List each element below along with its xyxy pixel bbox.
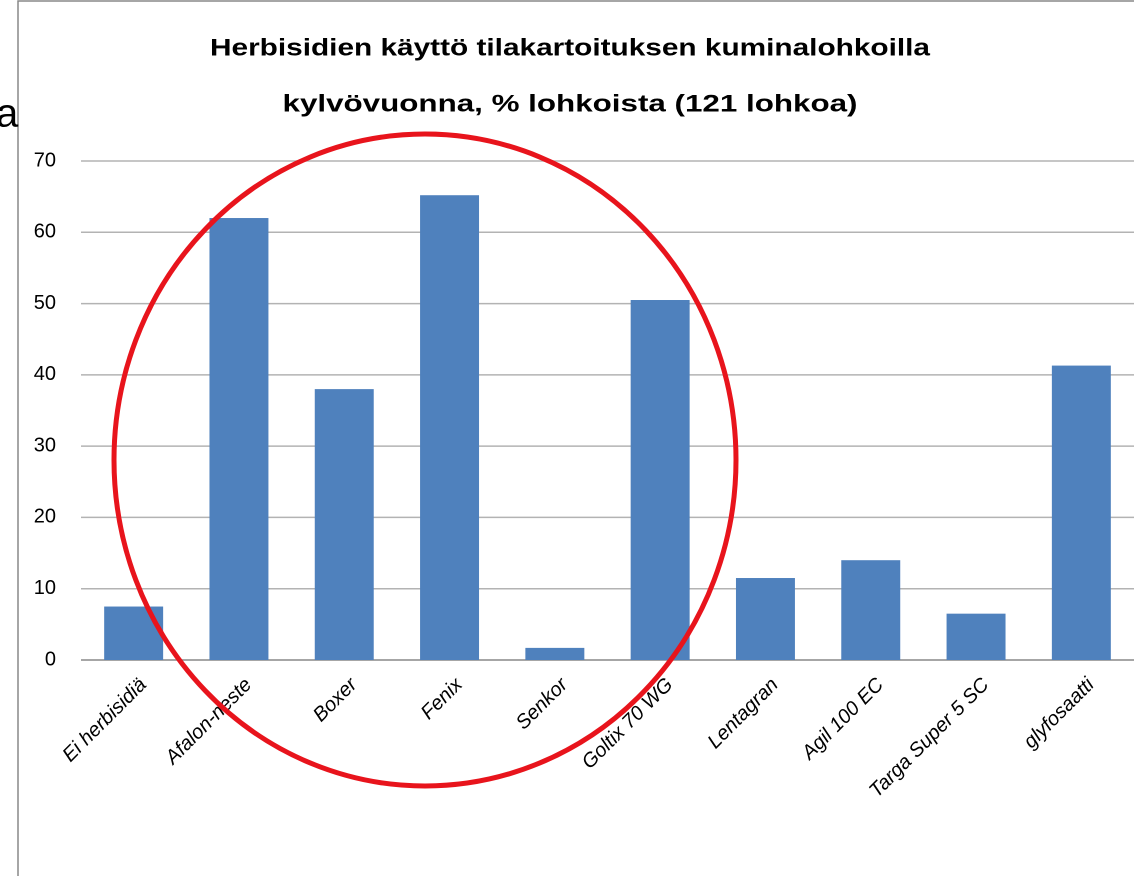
x-tick-label: Senkor xyxy=(512,673,573,734)
y-tick-label: 40 xyxy=(34,363,56,385)
y-tick-label: 10 xyxy=(34,577,56,599)
y-tick-label: 20 xyxy=(34,506,56,528)
chart-frame xyxy=(17,0,1134,876)
x-tick-label: Fenix xyxy=(417,673,468,724)
bar xyxy=(630,300,690,660)
bar xyxy=(525,647,585,660)
y-tick-label: 50 xyxy=(34,292,56,314)
y-tick-label: 60 xyxy=(34,221,56,243)
bar xyxy=(420,195,480,660)
y-tick-label: 30 xyxy=(34,434,56,456)
bar xyxy=(209,218,269,660)
bar xyxy=(314,389,374,660)
y-tick-label: 70 xyxy=(34,149,56,171)
bar xyxy=(735,578,795,660)
x-tick-label: Lentagran xyxy=(703,674,782,753)
chart-title: kylvövuonna, % lohkoista (121 lohkoa) xyxy=(283,90,858,117)
bar xyxy=(946,613,1006,660)
x-tick-label: Ei herbisidiä xyxy=(58,674,151,767)
annotation: a xyxy=(0,92,19,136)
bar xyxy=(1051,365,1111,660)
bar xyxy=(104,606,164,660)
x-tick-label: Goltix 70 WG xyxy=(578,674,678,774)
bar xyxy=(841,560,901,660)
x-tick-label: Boxer xyxy=(309,673,362,726)
frame-gap xyxy=(0,80,17,150)
x-tick-label: glyfosaatti xyxy=(1019,673,1099,753)
highlight-circle xyxy=(111,131,739,789)
y-tick-label: 0 xyxy=(45,648,56,670)
x-tick-label: Agil 100 EC xyxy=(797,673,888,764)
chart-title: Herbisidien käyttö tilakartoituksen kumi… xyxy=(210,34,931,61)
